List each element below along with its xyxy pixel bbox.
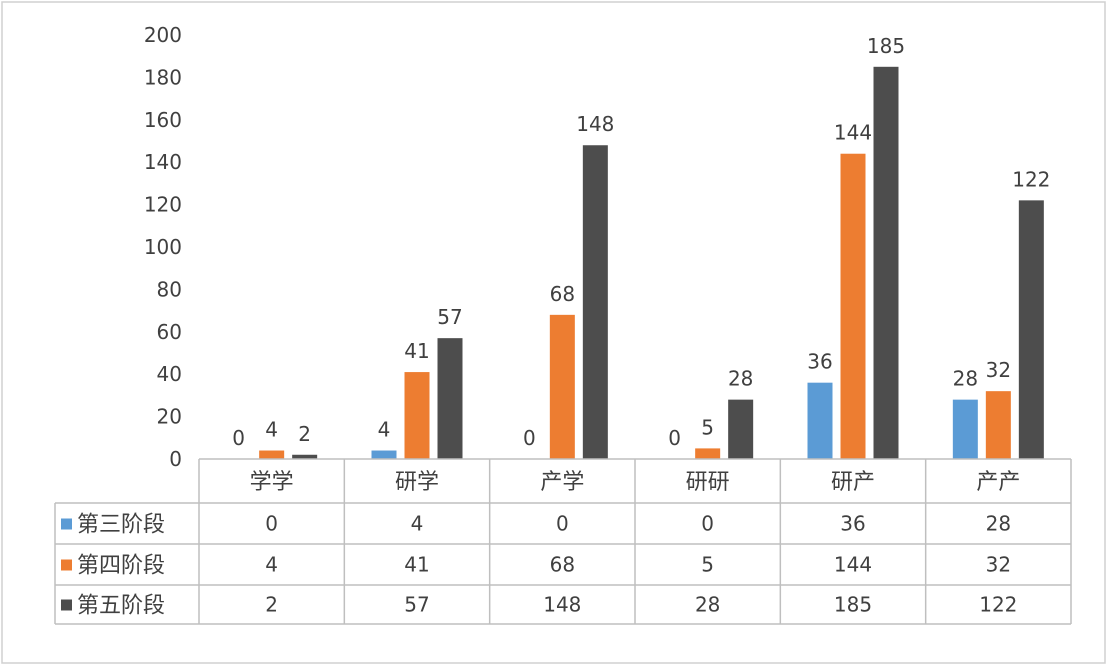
bar: [371, 450, 397, 459]
table-cell: 36: [840, 512, 865, 536]
category-label: 产产: [976, 470, 1020, 495]
y-tick-label: 180: [144, 65, 182, 89]
bar: [549, 314, 575, 459]
bar: [1018, 200, 1044, 460]
table-cell: 148: [543, 593, 581, 617]
table-cell: 68: [550, 553, 575, 577]
category-label: 研学: [395, 470, 439, 495]
y-tick-label: 80: [157, 277, 182, 301]
data-label: 5: [701, 415, 714, 439]
bar-series: [259, 66, 1044, 460]
table-cell: 2: [265, 593, 278, 617]
table-cell: 0: [265, 512, 278, 536]
y-tick-label: 200: [144, 23, 182, 47]
data-label: 28: [728, 367, 753, 391]
y-tick-label: 60: [157, 320, 182, 344]
table-cell: 0: [556, 512, 569, 536]
bar: [695, 448, 721, 459]
category-label: 学学: [250, 470, 294, 495]
data-label: 0: [523, 426, 536, 450]
category-label: 研研: [686, 470, 730, 495]
data-label: 32: [986, 358, 1011, 382]
table-cell: 28: [695, 593, 720, 617]
data-label: 122: [1012, 167, 1050, 191]
data-label: 68: [550, 282, 575, 306]
y-tick-label: 40: [157, 362, 182, 386]
table-cell: 57: [404, 593, 429, 617]
legend-key: [61, 599, 72, 611]
table-cell: 144: [834, 553, 872, 577]
category-label: 产学: [540, 470, 584, 495]
bar: [807, 382, 833, 459]
data-label: 57: [437, 305, 462, 329]
data-label: 4: [378, 418, 391, 442]
data-label: 148: [576, 112, 614, 136]
y-tick-label: 0: [169, 447, 182, 471]
category-label: 研产: [831, 470, 875, 495]
series-name: 第三阶段: [77, 513, 165, 538]
data-label: 4: [265, 418, 278, 442]
data-label: 2: [298, 422, 311, 446]
data-label: 41: [404, 339, 429, 363]
table-cell: 185: [834, 593, 872, 617]
legend-key: [61, 559, 72, 571]
table-cell: 28: [986, 512, 1011, 536]
series-name: 第四阶段: [77, 554, 165, 579]
bar: [985, 391, 1011, 459]
table-cell: 4: [411, 512, 424, 536]
table-cell: 122: [979, 593, 1017, 617]
data-label: 36: [807, 350, 832, 374]
bar: [437, 338, 463, 459]
data-label: 28: [953, 367, 978, 391]
y-tick-label: 100: [144, 235, 182, 259]
y-tick-label: 20: [157, 405, 182, 429]
data-label: 185: [867, 34, 905, 58]
bar: [728, 399, 754, 459]
bar: [952, 399, 978, 459]
table-cell: 32: [986, 553, 1011, 577]
table-cell: 41: [404, 553, 429, 577]
table-cell: 0: [701, 512, 714, 536]
y-axis: 0 20 40 60 80 100 120 140 160 180 200: [144, 23, 182, 471]
y-tick-label: 120: [144, 193, 182, 217]
bar: [873, 66, 899, 460]
series-name: 第五阶段: [77, 594, 165, 619]
y-tick-label: 160: [144, 108, 182, 132]
data-label: 0: [232, 426, 245, 450]
table-cell: 4: [265, 553, 278, 577]
bar: [840, 153, 866, 459]
y-tick-label: 140: [144, 150, 182, 174]
table-cell: 5: [701, 553, 714, 577]
data-label: 0: [668, 426, 681, 450]
bar: [404, 372, 430, 459]
bar: [259, 450, 285, 459]
data-label: 144: [834, 121, 872, 145]
bar: [582, 145, 608, 460]
bar: [292, 454, 318, 459]
legend-key: [61, 518, 72, 530]
